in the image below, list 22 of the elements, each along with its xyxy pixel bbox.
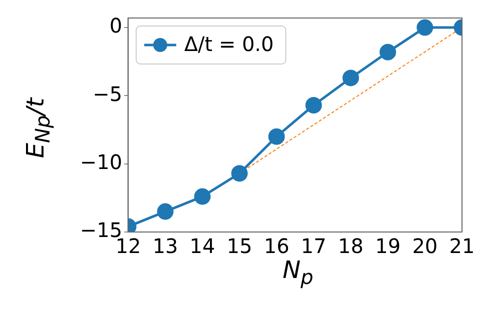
x-tick-label: 18 [338, 234, 364, 258]
point [416, 19, 434, 36]
y-tick-label: 0 [109, 14, 122, 38]
point [194, 188, 211, 205]
x-tick-label: 16 [264, 234, 290, 258]
point [157, 203, 174, 220]
y-tick-label: −5 [92, 82, 122, 106]
point [380, 44, 396, 60]
y-tick-label: −10 [80, 150, 122, 174]
point [231, 165, 248, 182]
point [305, 96, 322, 114]
x-tick-label: 19 [375, 234, 401, 258]
x-axis-title: N$_{p}$ [282, 256, 314, 289]
point [342, 70, 359, 86]
point [268, 128, 285, 145]
x-tick-label: 14 [190, 234, 216, 258]
x-tick-label: 17 [300, 234, 326, 258]
x-tick-label: 21 [449, 234, 475, 258]
x-tick-label: 15 [226, 234, 252, 258]
x-tick-label: 20 [412, 234, 438, 258]
x-tick-label: 13 [152, 234, 178, 258]
legend-label: Δ/t = 0.0 [184, 32, 274, 56]
